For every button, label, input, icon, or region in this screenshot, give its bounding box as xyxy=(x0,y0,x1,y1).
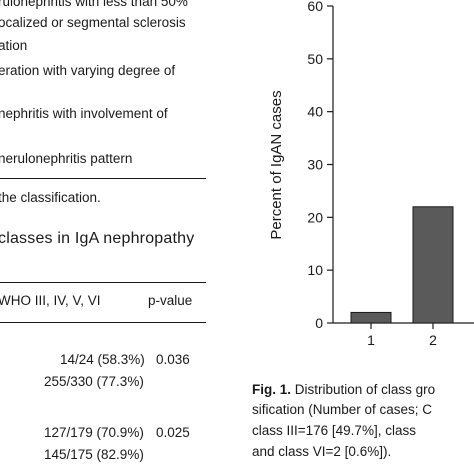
y-tick-label: 40 xyxy=(307,104,323,120)
table-cell-value: 14/24 (58.3%) xyxy=(60,352,145,367)
x-tick-label: 2 xyxy=(429,332,437,348)
classification-line-4: eration with varying degree of xyxy=(0,63,176,78)
classification-line-5: nephritis with involvement of xyxy=(0,106,168,121)
y-tick-label: 10 xyxy=(307,262,323,278)
table-cell-value: 145/175 (82.9%) xyxy=(44,447,144,462)
table-header-col2: p-value xyxy=(148,293,193,308)
figure-caption-line-1: Fig. 1. Distribution of class gro xyxy=(252,382,435,397)
table-footnote: the classification. xyxy=(0,190,101,205)
x-tick-label: 1 xyxy=(367,332,375,348)
classification-line-3: ation xyxy=(0,38,28,53)
y-tick-label: 50 xyxy=(307,51,323,67)
table-cell-pvalue: 0.036 xyxy=(156,352,190,367)
y-tick-label: 0 xyxy=(315,315,323,331)
table-header-col1: WHO III, IV, V, VI xyxy=(0,293,101,308)
table-caption: classes in IgA nephropathy xyxy=(0,230,195,247)
table-rule-header xyxy=(0,322,206,323)
table-cell-value: 255/330 (77.3%) xyxy=(44,374,144,389)
bar xyxy=(412,206,454,324)
y-axis-label: Percent of IgAN cases xyxy=(268,90,285,239)
figure-caption-line-2: sification (Number of cases; C xyxy=(252,402,433,417)
chart-bars xyxy=(350,206,454,324)
classification-line-2: ocalized or segmental sclerosis xyxy=(0,15,186,30)
classification-line-6: nerulonephritis pattern xyxy=(0,151,133,166)
bar xyxy=(350,311,392,324)
y-tick-label: 30 xyxy=(307,157,323,173)
table-rule-top xyxy=(0,282,206,283)
figure-caption-line-4: and class VI=2 [0.6%]). xyxy=(252,444,392,459)
figure-caption-text: Distribution of class gro xyxy=(294,382,436,397)
table-cell-value: 127/179 (70.9%) xyxy=(44,425,144,440)
figure-caption-line-3: class III=176 [49.7%], class xyxy=(252,423,416,438)
y-tick-label: 20 xyxy=(307,209,323,225)
table-rule-bottom xyxy=(0,178,206,179)
y-tick-label: 60 xyxy=(307,0,323,14)
classification-line-1: rulonephritis with less than 50% xyxy=(0,0,188,9)
table-cell-pvalue: 0.025 xyxy=(156,425,190,440)
figure-label: Fig. 1. xyxy=(252,382,292,397)
